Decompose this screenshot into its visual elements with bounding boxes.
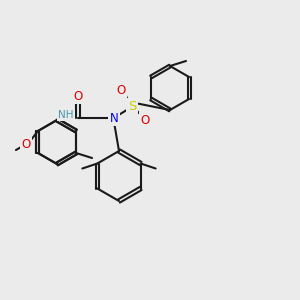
- Text: O: O: [116, 83, 126, 97]
- Text: O: O: [74, 89, 82, 103]
- Text: O: O: [140, 113, 150, 127]
- Text: O: O: [21, 139, 31, 152]
- Text: N: N: [110, 112, 118, 124]
- Text: S: S: [128, 100, 136, 112]
- Text: NH: NH: [58, 110, 74, 120]
